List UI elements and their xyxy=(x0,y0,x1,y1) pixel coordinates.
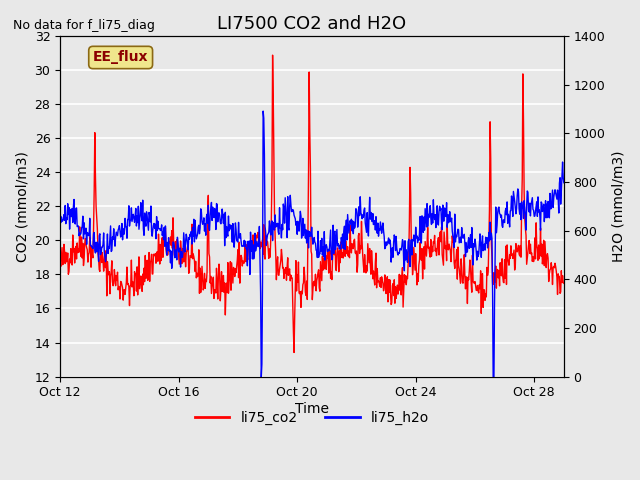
Text: No data for f_li75_diag: No data for f_li75_diag xyxy=(13,19,155,32)
Y-axis label: CO2 (mmol/m3): CO2 (mmol/m3) xyxy=(15,151,29,262)
Y-axis label: H2O (mmol/m3): H2O (mmol/m3) xyxy=(611,151,625,262)
Legend: li75_co2, li75_h2o: li75_co2, li75_h2o xyxy=(189,406,435,431)
X-axis label: Time: Time xyxy=(295,402,329,416)
Title: LI7500 CO2 and H2O: LI7500 CO2 and H2O xyxy=(218,15,406,33)
Text: EE_flux: EE_flux xyxy=(93,50,148,64)
